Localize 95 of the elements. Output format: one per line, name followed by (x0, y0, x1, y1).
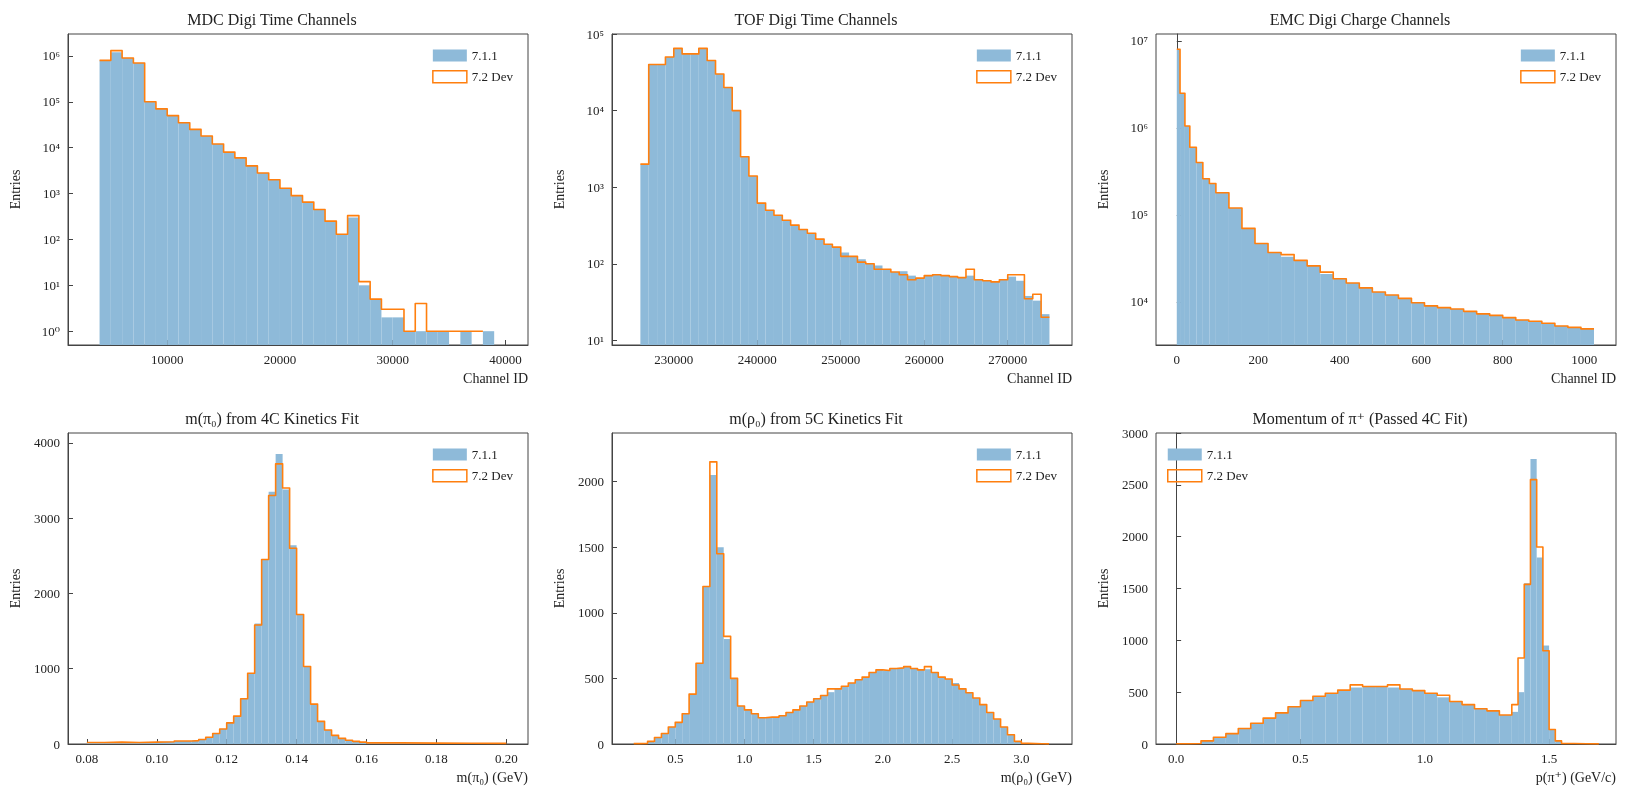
y-tick-label: 2500 (1122, 477, 1148, 493)
chart-title: m(ρ₀) from 5C Kinetics Fit (729, 409, 904, 428)
x-tick-label: 0.18 (425, 751, 448, 766)
y-tick-label: 3000 (34, 510, 60, 526)
y-axis-title: Entries (1095, 568, 1111, 609)
x-tick-label: 230000 (654, 352, 694, 367)
y-tick-label: 10³ (587, 179, 605, 195)
x-axis-title: m(ρ₀) (GeV) (1000, 769, 1073, 786)
x-tick-label: 40000 (489, 352, 522, 367)
x-tick-label: 260000 (904, 352, 944, 367)
y-tick-label: 0 (1141, 736, 1148, 752)
chart-title: EMC Digi Charge Channels (1269, 10, 1451, 29)
y-tick-label: 4000 (34, 435, 60, 451)
legend-label: 7.1.1 (471, 48, 498, 63)
y-tick-label: 10⁴ (42, 140, 61, 156)
chart-title: TOF Digi Time Channels (734, 10, 898, 29)
legend-label: 7.2 Dev (1015, 69, 1058, 85)
y-tick-label: 10⁵ (1130, 207, 1148, 223)
x-tick-label: 1000 (1571, 352, 1598, 367)
legend-label: 7.2 Dev (1206, 468, 1249, 484)
y-tick-label: 10⁰ (41, 323, 60, 339)
y-tick-label: 1500 (578, 539, 604, 555)
y-tick-label: 0 (597, 736, 604, 752)
legend-label: 7.1.1 (1015, 447, 1042, 462)
x-tick-label: 0.16 (355, 751, 379, 766)
x-tick-label: 0 (1173, 352, 1181, 367)
legend-label: 7.2 Dev (471, 69, 514, 85)
y-tick-label: 3000 (1122, 425, 1148, 441)
x-tick-label: 30000 (376, 352, 409, 367)
y-tick-label: 500 (584, 670, 604, 686)
y-tick-label: 500 (1128, 684, 1148, 700)
x-tick-label: 800 (1492, 352, 1513, 367)
y-tick-label: 10² (43, 231, 61, 247)
legend-label: 7.1.1 (471, 447, 498, 462)
legend-label: 7.1.1 (1015, 48, 1042, 63)
y-tick-label: 10⁴ (586, 103, 605, 119)
x-tick-label: 0.20 (494, 751, 518, 766)
chart-title: Momentum of π⁺ (Passed 4C Fit) (1252, 409, 1468, 428)
x-tick-label: 270000 (988, 352, 1028, 367)
legend-label: 7.1.1 (1206, 447, 1233, 462)
x-tick-label: 240000 (737, 352, 777, 367)
y-tick-label: 10¹ (43, 277, 61, 293)
x-axis-title: p(π⁺) (GeV/c) (1535, 769, 1617, 786)
x-tick-label: 2.0 (874, 751, 892, 766)
y-tick-label: 10² (587, 256, 605, 272)
x-tick-label: 1.5 (1540, 751, 1558, 766)
chart-title: MDC Digi Time Channels (187, 10, 357, 29)
y-tick-label: 10⁵ (42, 94, 60, 110)
y-axis-title: Entries (551, 568, 567, 609)
x-tick-label: 0.14 (285, 751, 309, 766)
y-tick-label: 10³ (43, 186, 61, 202)
y-tick-label: 10⁵ (586, 26, 604, 42)
y-tick-label: 1000 (34, 661, 60, 677)
x-axis-title: m(π₀) (GeV) (456, 769, 529, 786)
x-tick-label: 1.0 (736, 751, 753, 766)
x-axis-title: Channel ID (1007, 370, 1072, 386)
chart-title: m(π₀) from 4C Kinetics Fit (185, 409, 360, 428)
y-tick-label: 10⁷ (1130, 33, 1148, 49)
y-tick-label: 10⁶ (1130, 120, 1148, 136)
x-tick-label: 200 (1248, 352, 1269, 367)
y-tick-label: 2000 (578, 474, 604, 490)
x-axis-title: Channel ID (463, 370, 528, 386)
y-axis-title: Entries (7, 568, 23, 609)
y-axis-title: Entries (7, 169, 23, 210)
x-tick-label: 0.0 (1168, 751, 1185, 766)
x-tick-label: 10000 (150, 352, 184, 367)
x-tick-label: 0.12 (215, 751, 239, 766)
y-tick-label: 10⁴ (1130, 294, 1149, 310)
x-axis-title: Channel ID (1551, 370, 1616, 386)
x-tick-label: 600 (1411, 352, 1431, 367)
y-tick-label: 1500 (1122, 581, 1148, 596)
y-axis-title: Entries (1095, 169, 1111, 210)
legend-label: 7.2 Dev (471, 468, 514, 484)
legend-label: 7.2 Dev (1015, 468, 1058, 484)
x-tick-label: 400 (1330, 352, 1350, 367)
x-tick-label: 0.5 (667, 751, 684, 766)
x-tick-label: 0.08 (75, 751, 99, 766)
y-tick-label: 10¹ (587, 332, 605, 348)
x-tick-label: 1.0 (1416, 751, 1433, 766)
x-tick-label: 2.5 (944, 751, 961, 766)
y-tick-label: 0 (53, 736, 60, 752)
y-tick-label: 2000 (1122, 529, 1148, 545)
legend-label: 7.1.1 (1559, 48, 1586, 63)
y-axis-title: Entries (551, 169, 567, 210)
y-tick-label: 2000 (34, 585, 60, 601)
x-tick-label: 0.10 (145, 751, 169, 766)
x-tick-label: 3.0 (1013, 751, 1030, 766)
x-tick-label: 250000 (821, 352, 861, 367)
x-tick-label: 0.5 (1292, 751, 1309, 766)
legend-label: 7.2 Dev (1559, 69, 1602, 85)
y-tick-label: 10⁶ (42, 48, 60, 64)
y-tick-label: 1000 (578, 605, 604, 621)
x-tick-label: 1.5 (805, 751, 822, 766)
x-tick-label: 20000 (263, 352, 297, 367)
y-tick-label: 1000 (1122, 632, 1148, 648)
